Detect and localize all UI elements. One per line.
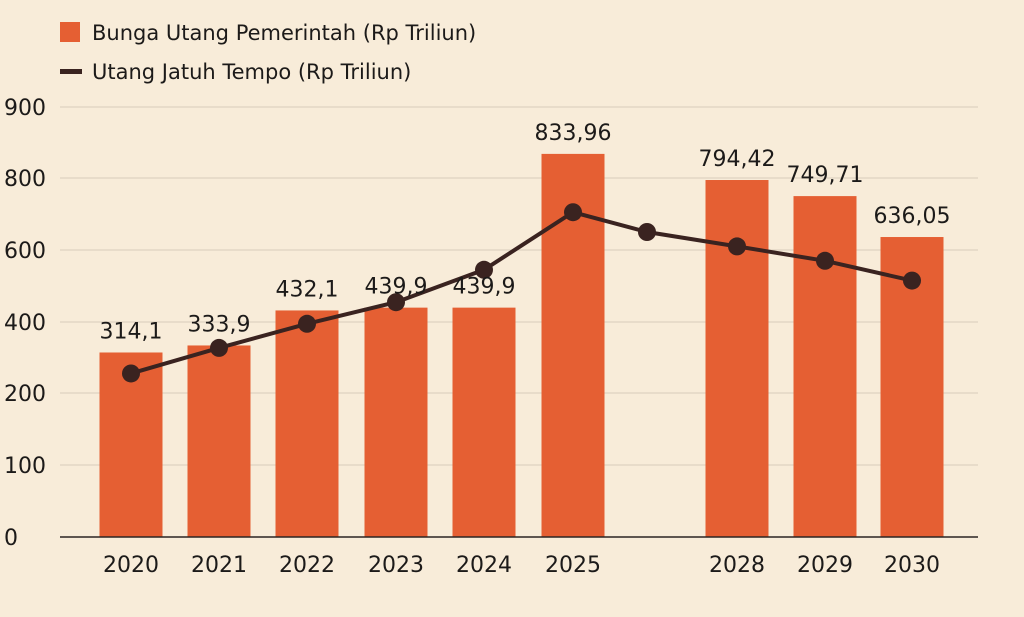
y-tick-label: 400 — [4, 311, 46, 336]
line-point-2028 — [728, 237, 746, 256]
data-label-2020: 314,1 — [100, 319, 163, 344]
bar-2029 — [793, 196, 857, 537]
line-point-2021 — [210, 338, 228, 357]
y-tick-label: 600 — [4, 239, 46, 264]
line-point-2020 — [122, 364, 140, 383]
x-tick-label-2025: 2025 — [545, 553, 601, 578]
line-point-2030 — [903, 271, 921, 290]
labels-layer: 314,1 333,9 432,1 439,9 439,9 833,96 794,42 749… — [100, 121, 951, 345]
legend-swatch-line — [60, 69, 82, 74]
bar-2022 — [275, 310, 339, 537]
data-label-2025: 833,96 — [535, 121, 612, 146]
line-point-2025 — [564, 203, 582, 222]
line-layer — [122, 203, 921, 383]
legend-label-bar: Bunga Utang Pemerintah (Rp Triliun) — [92, 21, 476, 45]
legend-label-line: Utang Jatuh Tempo (Rp Triliun) — [92, 60, 411, 84]
bar-2020 — [99, 352, 163, 537]
legend: Bunga Utang Pemerintah (Rp Triliun) Utan… — [60, 21, 476, 84]
x-tick-label-2020: 2020 — [103, 553, 159, 578]
x-tick-label-2029: 2029 — [797, 553, 853, 578]
line-point-2022 — [298, 314, 316, 333]
line-point-2024 — [475, 260, 493, 279]
bar-2021 — [187, 345, 251, 537]
data-label-2030: 636,05 — [874, 204, 951, 229]
bars-layer — [99, 153, 944, 538]
x-tick-label-2030: 2030 — [884, 553, 940, 578]
axis-layer: 0 100 200 400 600 800 900 2020 2021 2022 2023 2024 2… — [4, 96, 978, 578]
data-label-2028: 794,42 — [699, 147, 776, 172]
bar-2023 — [364, 307, 428, 537]
x-tick-label-2024: 2024 — [456, 553, 512, 578]
x-tick-label-2023: 2023 — [368, 553, 424, 578]
data-label-2024: 439,9 — [453, 275, 516, 300]
x-tick-label-2028: 2028 — [709, 553, 765, 578]
line-point-gap — [638, 223, 656, 241]
line-utang-jatuh-tempo — [130, 210, 913, 376]
y-tick-label: 800 — [4, 167, 46, 192]
data-label-2023: 439,9 — [365, 275, 428, 300]
legend-swatch-bar — [60, 22, 80, 42]
y-tick-label: 200 — [4, 382, 46, 407]
bar-2028 — [705, 180, 769, 538]
data-label-2022: 432,1 — [276, 277, 339, 302]
x-tick-label-2022: 2022 — [279, 553, 335, 578]
y-tick-label: 100 — [4, 454, 46, 479]
line-point-2023 — [387, 293, 405, 312]
data-label-2029: 749,71 — [787, 163, 864, 188]
line-point-2029 — [816, 251, 834, 270]
bar-2024 — [452, 307, 516, 537]
y-tick-label: 900 — [4, 96, 46, 121]
data-label-2021: 333,9 — [188, 312, 251, 337]
x-tick-label-2021: 2021 — [191, 553, 247, 578]
y-tick-label: 0 — [4, 526, 18, 551]
